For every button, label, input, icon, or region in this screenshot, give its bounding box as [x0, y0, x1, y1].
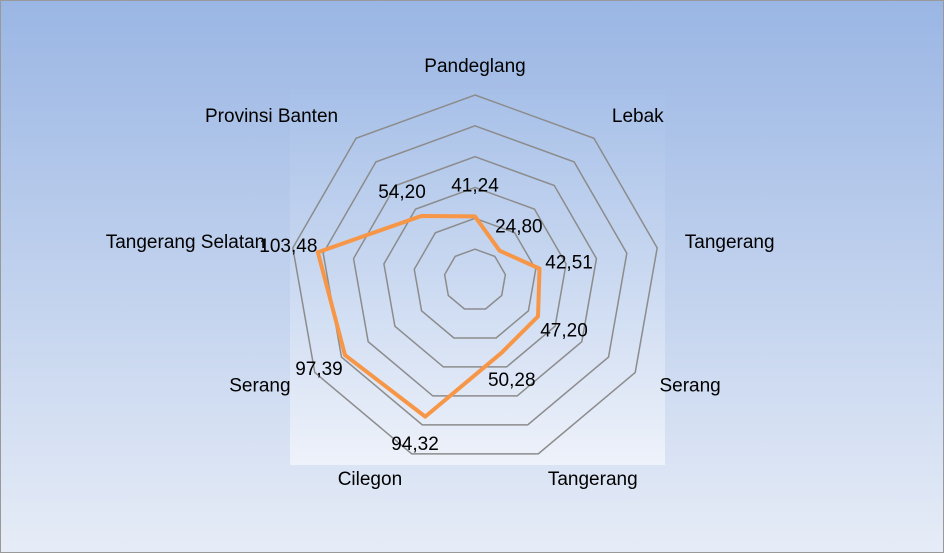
grid-ring — [292, 94, 658, 455]
data-label: 47,20 — [540, 320, 588, 341]
grid-ring — [413, 217, 537, 339]
category-label: Provinsi Banten — [205, 106, 338, 127]
data-label: 50,28 — [488, 370, 536, 391]
grid-ring — [352, 155, 598, 397]
series-line — [315, 213, 542, 419]
category-label: Tangerang — [548, 469, 638, 490]
data-label: 94,32 — [391, 434, 439, 455]
grid-ring — [443, 248, 507, 310]
data-label: 42,51 — [545, 252, 593, 273]
category-label: Serang — [659, 376, 720, 397]
data-label: 54,20 — [378, 182, 426, 203]
category-label: Cilegon — [338, 469, 402, 490]
category-label: Lebak — [612, 106, 664, 127]
category-label: Pandeglang — [424, 56, 525, 77]
category-label: Tangerang Selatan — [106, 232, 266, 253]
data-label: 41,24 — [451, 175, 499, 196]
grid-ring — [322, 125, 628, 426]
category-label: Serang — [229, 376, 290, 397]
data-label: 24,80 — [495, 217, 543, 238]
plot-area — [290, 90, 665, 465]
category-label: Tangerang — [685, 232, 775, 253]
grid-ring — [383, 186, 567, 368]
data-label: 103,48 — [259, 236, 317, 257]
data-label: 97,39 — [295, 359, 343, 380]
